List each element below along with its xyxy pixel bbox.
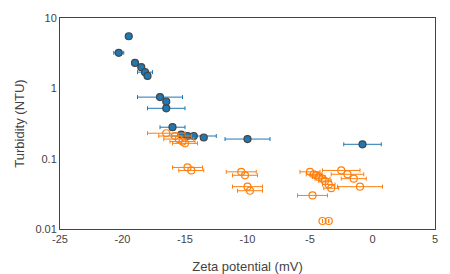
svg-text:Zeta potential (mV): Zeta potential (mV)	[192, 259, 303, 274]
svg-text:0: 0	[369, 233, 375, 245]
svg-text:-20: -20	[115, 233, 131, 245]
svg-text:0.01: 0.01	[35, 223, 56, 235]
svg-text:0.1: 0.1	[42, 153, 57, 165]
svg-text:Turbidity (NTU): Turbidity (NTU)	[12, 79, 27, 167]
svg-text:5: 5	[432, 233, 438, 245]
svg-text:-5: -5	[305, 233, 315, 245]
svg-text:1: 1	[51, 82, 57, 94]
svg-text:-15: -15	[177, 233, 193, 245]
svg-text:10: 10	[45, 12, 57, 24]
svg-text:-10: -10	[240, 233, 256, 245]
svg-text:-25: -25	[52, 233, 68, 245]
